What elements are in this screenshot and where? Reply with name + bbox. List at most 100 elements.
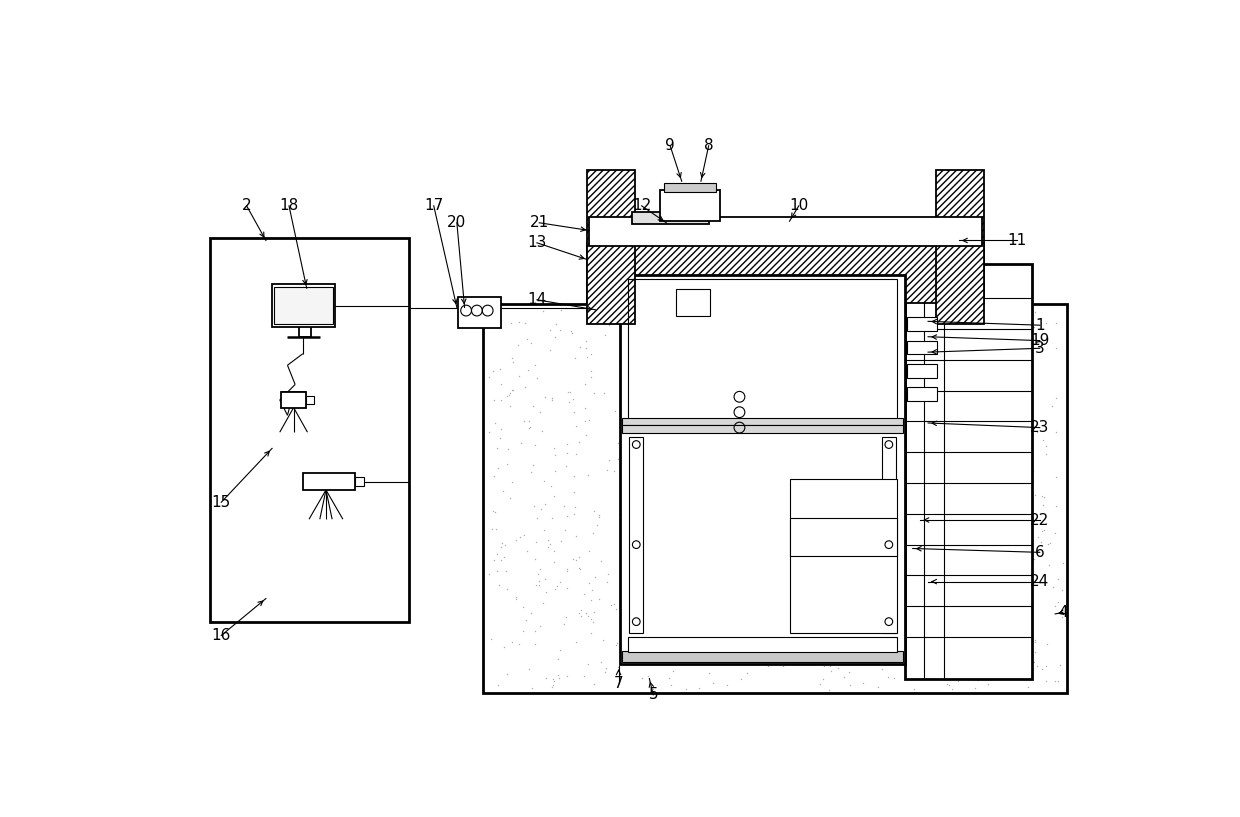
Point bbox=[1019, 579, 1039, 592]
Point bbox=[962, 440, 982, 453]
Point bbox=[786, 368, 806, 382]
Point bbox=[790, 325, 810, 338]
Text: 22: 22 bbox=[1030, 512, 1049, 528]
Point bbox=[636, 419, 656, 432]
Point bbox=[841, 400, 861, 413]
Point bbox=[691, 377, 711, 391]
Point bbox=[609, 453, 629, 466]
Point bbox=[1032, 536, 1052, 549]
Point bbox=[1001, 389, 1021, 402]
Point bbox=[968, 608, 988, 621]
Point bbox=[944, 286, 963, 299]
Point bbox=[577, 335, 596, 348]
Text: 4: 4 bbox=[1058, 605, 1068, 620]
Point bbox=[996, 627, 1016, 640]
Point bbox=[489, 578, 508, 592]
Point bbox=[921, 633, 941, 646]
Point bbox=[1004, 315, 1024, 328]
Text: 7: 7 bbox=[614, 676, 624, 690]
Point bbox=[971, 316, 991, 329]
Point bbox=[494, 551, 513, 564]
Point bbox=[1012, 659, 1032, 672]
Point bbox=[940, 679, 960, 692]
Bar bbox=[587, 243, 983, 303]
Point bbox=[839, 371, 859, 384]
Point bbox=[968, 538, 988, 551]
Point bbox=[656, 607, 676, 620]
Point bbox=[575, 342, 595, 355]
Point bbox=[975, 663, 994, 676]
Point bbox=[978, 600, 998, 613]
Point bbox=[766, 487, 786, 500]
Point bbox=[1045, 471, 1065, 484]
Point bbox=[965, 395, 985, 408]
Bar bbox=[676, 289, 711, 316]
Point bbox=[730, 547, 750, 560]
Point bbox=[776, 532, 796, 545]
Point bbox=[743, 525, 763, 538]
Point bbox=[838, 535, 858, 548]
Point bbox=[487, 679, 507, 692]
Point bbox=[639, 669, 658, 682]
Point bbox=[523, 400, 543, 413]
Point bbox=[589, 511, 609, 524]
Point bbox=[853, 676, 873, 689]
Point bbox=[533, 524, 553, 537]
Point bbox=[773, 336, 792, 349]
Point bbox=[560, 386, 580, 399]
Point bbox=[760, 342, 780, 355]
Point bbox=[518, 364, 538, 377]
Point bbox=[931, 639, 951, 652]
Point bbox=[985, 417, 1004, 431]
Point bbox=[954, 266, 973, 279]
Point bbox=[895, 520, 915, 533]
Point bbox=[986, 273, 1006, 286]
Point bbox=[996, 553, 1016, 566]
Point bbox=[1048, 572, 1068, 585]
Point bbox=[1027, 659, 1047, 672]
Point bbox=[970, 412, 990, 425]
Point bbox=[739, 303, 759, 316]
Point bbox=[872, 663, 892, 676]
Point bbox=[491, 423, 511, 436]
Point bbox=[932, 351, 952, 364]
Point bbox=[977, 333, 997, 346]
Point bbox=[620, 547, 640, 560]
Point bbox=[911, 533, 931, 546]
Point bbox=[951, 538, 971, 551]
Point bbox=[766, 550, 786, 563]
Point bbox=[790, 493, 810, 507]
Point bbox=[925, 656, 945, 669]
Point bbox=[681, 559, 701, 572]
Point bbox=[1032, 663, 1052, 676]
Point bbox=[743, 543, 763, 556]
Point bbox=[671, 545, 691, 558]
Point bbox=[892, 417, 911, 430]
Point bbox=[776, 511, 796, 524]
Point bbox=[931, 494, 951, 507]
Point bbox=[538, 534, 558, 547]
Point bbox=[1014, 334, 1034, 347]
Point bbox=[963, 319, 983, 332]
Point bbox=[920, 579, 940, 592]
Point bbox=[934, 266, 954, 279]
Point bbox=[646, 650, 666, 663]
Point bbox=[1032, 525, 1052, 538]
Point bbox=[941, 506, 961, 519]
Point bbox=[1013, 472, 1033, 485]
Point bbox=[991, 575, 1011, 588]
Point bbox=[878, 596, 898, 609]
Point bbox=[663, 664, 683, 677]
Point bbox=[992, 420, 1012, 433]
Point bbox=[737, 509, 756, 522]
Point bbox=[911, 612, 931, 625]
Point bbox=[1007, 447, 1027, 460]
Point bbox=[919, 507, 939, 520]
Point bbox=[593, 633, 613, 646]
Point bbox=[728, 580, 748, 593]
Point bbox=[838, 310, 858, 324]
Point bbox=[526, 359, 546, 372]
Point bbox=[952, 336, 972, 349]
Point bbox=[730, 372, 750, 385]
Point bbox=[631, 529, 651, 542]
